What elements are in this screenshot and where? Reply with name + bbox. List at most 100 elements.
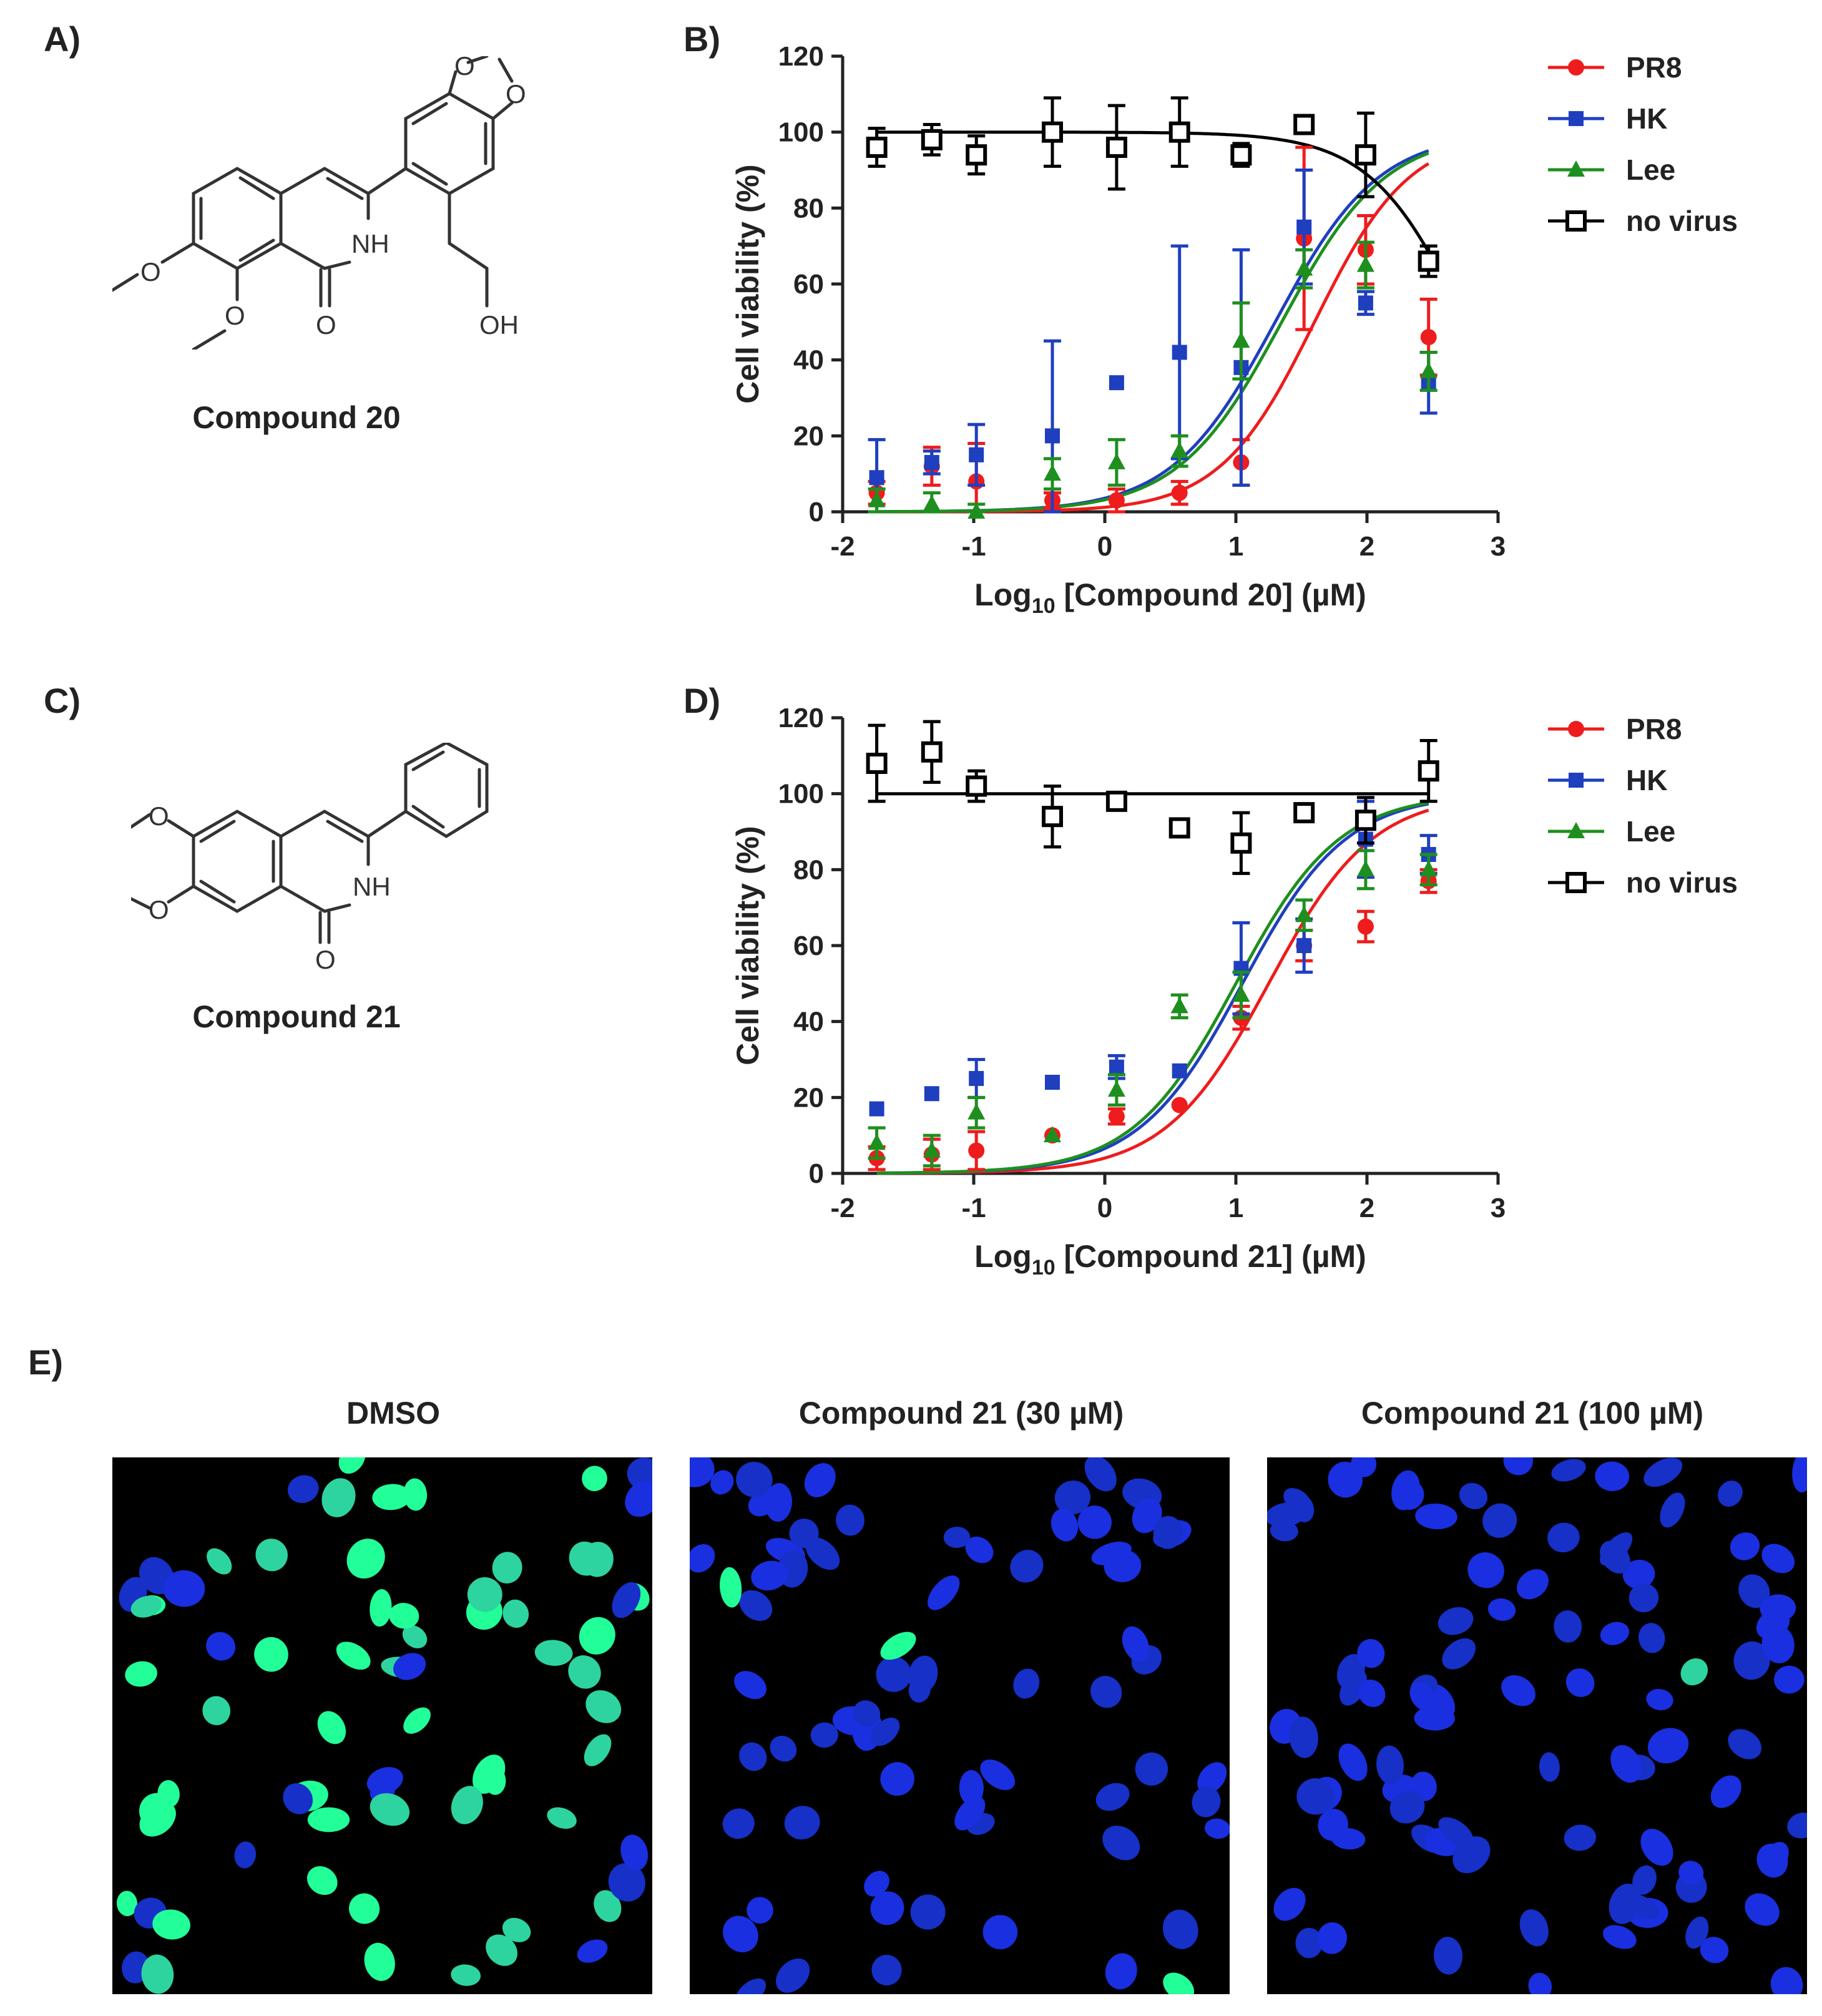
legend-marker-no-virus bbox=[1565, 872, 1587, 893]
cell-nucleus bbox=[1600, 1540, 1630, 1574]
cell-nucleus bbox=[1054, 1480, 1091, 1515]
cell-nucleus bbox=[1394, 1479, 1424, 1510]
panel-label-b: B) bbox=[683, 19, 721, 59]
point-no-virus bbox=[1354, 810, 1376, 831]
cell-nucleus bbox=[1640, 1828, 1673, 1866]
cell-nucleus bbox=[627, 1457, 652, 1492]
cell-nucleus bbox=[1733, 1641, 1770, 1680]
micro-background bbox=[112, 1457, 652, 1994]
cell-nucleus bbox=[163, 1570, 205, 1607]
point-no-virus bbox=[1042, 121, 1063, 143]
cell-nucleus bbox=[1273, 1887, 1306, 1921]
point-no-virus bbox=[866, 137, 888, 158]
cell-nucleus bbox=[1629, 1583, 1659, 1613]
x-tick-label: -2 bbox=[830, 531, 855, 562]
atom-nh: NH bbox=[351, 229, 389, 258]
fit-curve-lee bbox=[876, 151, 1429, 514]
atom-o: O bbox=[149, 801, 169, 831]
cell-nucleus bbox=[582, 1466, 607, 1492]
cell-nucleus bbox=[1718, 1480, 1743, 1507]
cell-nucleus bbox=[864, 1871, 889, 1897]
cell-nucleus bbox=[1467, 1552, 1504, 1588]
cell-nucleus bbox=[625, 1480, 652, 1517]
y-tick-label: 80 bbox=[793, 193, 824, 223]
point-hk bbox=[1358, 295, 1373, 311]
cell-nucleus bbox=[1132, 1498, 1162, 1534]
point-pr8 bbox=[1357, 918, 1374, 935]
cell-nucleus bbox=[710, 1470, 734, 1495]
cell-nucleus bbox=[1013, 1668, 1040, 1699]
legend-entry-no-virus: no virus bbox=[1626, 205, 1738, 237]
cell-nucleus bbox=[734, 1671, 767, 1700]
cell-nucleus bbox=[810, 1722, 838, 1748]
cell-nucleus bbox=[1700, 1937, 1729, 1964]
cell-nucleus bbox=[1728, 1729, 1762, 1759]
cell-nucleus bbox=[1761, 1544, 1795, 1573]
cell-nucleus bbox=[403, 1707, 431, 1734]
x-tick-label: -1 bbox=[961, 1193, 986, 1223]
microscopy-image-30um bbox=[690, 1457, 1230, 1994]
cell-nucleus bbox=[307, 1807, 350, 1833]
series-hk bbox=[869, 800, 1438, 1117]
cell-nucleus bbox=[735, 1978, 767, 1994]
atom-o: O bbox=[316, 310, 336, 340]
cell-nucleus bbox=[928, 1575, 960, 1610]
point-lee bbox=[923, 494, 941, 511]
cell-nucleus bbox=[1095, 1783, 1130, 1811]
point-no-virus bbox=[1168, 121, 1190, 143]
point-lee bbox=[1295, 259, 1313, 276]
cell-nucleus bbox=[723, 1916, 758, 1953]
point-lee bbox=[868, 1133, 886, 1150]
point-lee bbox=[1356, 255, 1374, 272]
cell-nucleus bbox=[965, 1536, 994, 1563]
point-pr8 bbox=[1171, 484, 1188, 501]
point-lee bbox=[1356, 860, 1374, 877]
cell-nucleus bbox=[1090, 1676, 1122, 1708]
point-no-virus bbox=[1105, 137, 1127, 158]
cell-nucleus bbox=[492, 1552, 522, 1583]
compound-21-structure: NH O O O bbox=[131, 743, 489, 974]
cell-nucleus bbox=[1774, 1665, 1805, 1694]
cell-nucleus bbox=[1632, 1865, 1657, 1895]
cell-nucleus bbox=[389, 1603, 419, 1629]
cell-nucleus bbox=[1104, 1549, 1142, 1582]
cell-nucleus bbox=[486, 1934, 517, 1966]
cell-nucleus bbox=[1122, 1626, 1149, 1662]
compound-20-name: Compound 20 bbox=[192, 400, 401, 435]
x-tick-label: 0 bbox=[1097, 1193, 1112, 1223]
cell-nucleus bbox=[1787, 1813, 1807, 1839]
cell-nucleus bbox=[1745, 1893, 1780, 1926]
cell-nucleus bbox=[1564, 1824, 1596, 1851]
point-no-virus bbox=[1168, 817, 1190, 839]
point-lee bbox=[1044, 464, 1061, 481]
point-hk bbox=[924, 1086, 939, 1102]
cell-nucleus bbox=[1296, 1778, 1335, 1815]
cell-nucleus bbox=[870, 1891, 904, 1925]
cell-nucleus bbox=[125, 1661, 157, 1687]
cell-nucleus bbox=[1105, 1953, 1137, 1990]
point-lee bbox=[1170, 441, 1188, 458]
cell-nucleus bbox=[1351, 1457, 1377, 1477]
legend-marker-hk bbox=[1569, 773, 1584, 788]
cell-nucleus bbox=[1358, 1680, 1386, 1707]
series-lee bbox=[868, 849, 1438, 1168]
point-no-virus bbox=[966, 775, 987, 797]
cell-nucleus bbox=[720, 1567, 742, 1608]
cell-nucleus bbox=[393, 1653, 426, 1680]
cell-nucleus bbox=[1643, 1457, 1683, 1487]
point-hk bbox=[1109, 375, 1124, 391]
cell-nucleus bbox=[1547, 1522, 1580, 1553]
legend-marker-lee bbox=[1567, 160, 1585, 177]
y-tick-label: 60 bbox=[793, 269, 824, 300]
cell-nucleus bbox=[1010, 1550, 1044, 1583]
y-tick-label: 0 bbox=[809, 497, 824, 527]
cell-nucleus bbox=[1660, 1492, 1685, 1528]
point-no-virus bbox=[1354, 144, 1376, 166]
point-hk bbox=[1296, 219, 1312, 235]
cell-nucleus bbox=[1414, 1706, 1455, 1731]
cell-nucleus bbox=[722, 1808, 755, 1839]
cell-nucleus bbox=[982, 1915, 1018, 1950]
y-tick-label: 120 bbox=[778, 41, 824, 72]
x-tick-label: 0 bbox=[1097, 531, 1112, 562]
point-pr8 bbox=[1420, 329, 1437, 346]
